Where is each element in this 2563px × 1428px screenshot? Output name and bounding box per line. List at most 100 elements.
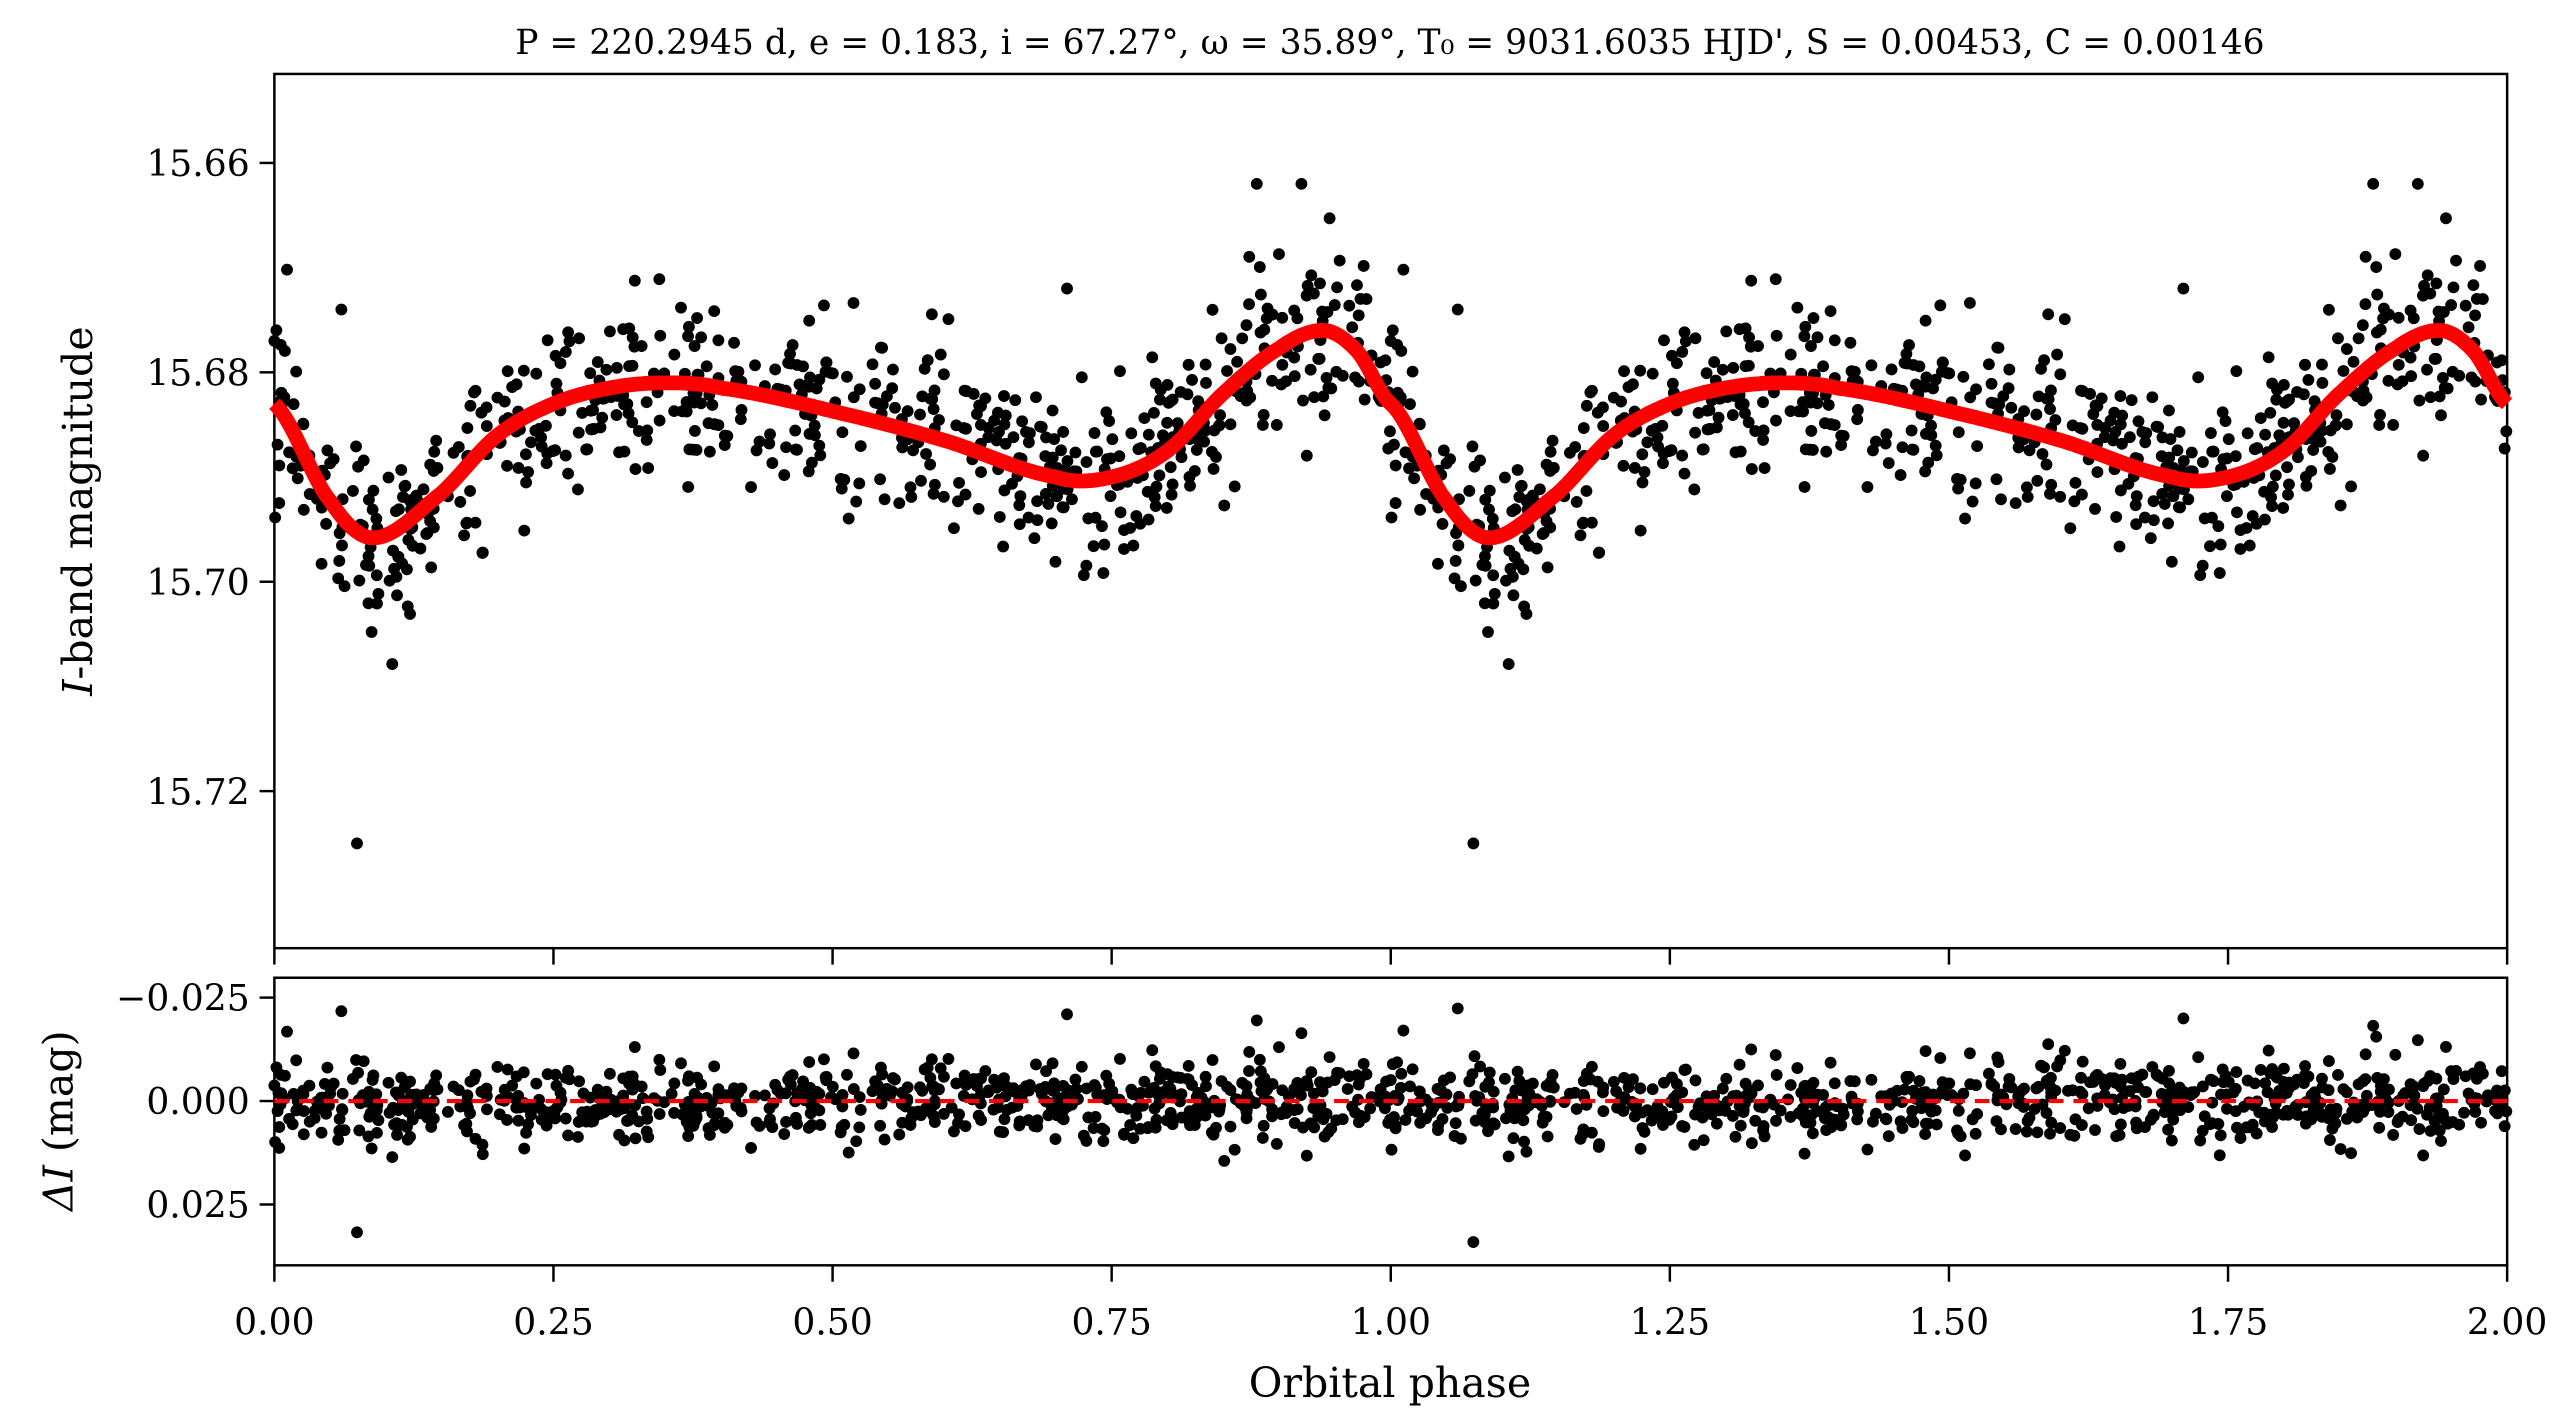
residual-point [475, 1085, 488, 1098]
observation-point [1318, 409, 1331, 422]
observation-point [2424, 391, 2437, 404]
residual-point [2391, 1116, 2404, 1129]
residual-point [2188, 1086, 2201, 1098]
observation-point [1028, 532, 1041, 545]
observation-point [813, 373, 826, 386]
observation-point [1615, 395, 1628, 408]
observation-point [1273, 248, 1285, 261]
residual-point [2009, 1123, 2022, 1135]
residual-point [1697, 1134, 1710, 1147]
observation-point [1511, 464, 1524, 476]
observation-point [1679, 335, 1692, 348]
residual-point [1260, 1083, 1273, 1096]
observation-point [268, 335, 281, 347]
residual-point [1798, 1147, 1811, 1160]
residual-point [386, 1151, 399, 1164]
residual-point [1819, 1101, 1832, 1114]
top-plot-frame [273, 72, 2509, 950]
observation-point [2243, 539, 2256, 552]
observation-point [518, 524, 531, 537]
residual-point [2418, 1077, 2430, 1090]
observation-point [1413, 418, 1426, 431]
observation-point [687, 443, 700, 456]
residual-point [2117, 1102, 2130, 1114]
residual-point [1399, 1114, 1412, 1126]
observation-point [2359, 298, 2372, 311]
observation-point [2234, 543, 2247, 555]
observation-point [889, 401, 901, 414]
residual-point [1276, 1084, 1289, 1097]
chart-title: P = 220.2945 d, e = 0.183, i = 67.27°, ω… [515, 23, 2264, 63]
residual-point [829, 1093, 842, 1106]
residual-point [1206, 1054, 1219, 1066]
observation-point [703, 445, 716, 458]
observation-point [600, 363, 613, 376]
observation-point [905, 491, 918, 503]
observation-point [1634, 364, 1647, 377]
observation-point [2177, 282, 2190, 295]
observation-point [2340, 343, 2353, 355]
observation-point [818, 299, 830, 312]
observation-point [2462, 321, 2475, 334]
residual-point [2307, 1099, 2319, 1112]
residual-point [2277, 1062, 2290, 1075]
residual-point [1791, 1062, 1804, 1074]
observation-point [2165, 555, 2178, 568]
residual-point [2498, 1084, 2511, 1097]
observation-point [2116, 437, 2128, 450]
observation-point [1678, 467, 1691, 480]
observation-point [927, 403, 940, 415]
residual-point [2440, 1040, 2452, 1053]
observation-point [628, 340, 641, 353]
observation-point [269, 511, 282, 524]
residual-point [1218, 1154, 1231, 1167]
residual-point [1523, 1087, 1536, 1100]
observation-point [2158, 497, 2171, 510]
residual-point [1253, 1053, 1266, 1066]
residual-point [1570, 1103, 1583, 1115]
residual-point [690, 1111, 703, 1124]
observation-point [501, 365, 514, 378]
observation-point [1016, 415, 1029, 428]
residual-point [2382, 1106, 2395, 1119]
observation-point [2125, 394, 2138, 407]
observation-point [391, 589, 403, 602]
residual-point [2213, 1149, 2226, 1162]
residual-point [370, 1088, 383, 1101]
observation-point [1022, 511, 1035, 524]
residual-point [1127, 1132, 1140, 1145]
observation-point [572, 483, 584, 496]
observation-point [680, 396, 693, 409]
residual-point [2291, 1109, 2304, 1121]
observation-point [838, 473, 851, 486]
residual-point [1971, 1108, 1984, 1121]
residual-point [1175, 1088, 1188, 1101]
observation-point [2194, 569, 2207, 582]
observation-point [642, 462, 655, 475]
residual-point [953, 1108, 965, 1121]
observation-point [1570, 496, 1583, 508]
residual-point [1597, 1105, 1610, 1118]
observation-point [1040, 431, 1052, 444]
residual-point [1919, 1128, 1932, 1141]
residual-point [1273, 1041, 1285, 1054]
residual-point [365, 1142, 378, 1155]
residual-point [2240, 1121, 2253, 1134]
observation-point [874, 473, 887, 486]
residual-point [1301, 1079, 1314, 1092]
observation-point [1075, 371, 1088, 384]
residual-point [838, 1118, 851, 1131]
residual-point [729, 1085, 742, 1098]
observation-point [1127, 539, 1140, 552]
observation-point [525, 436, 537, 449]
observation-point [1544, 465, 1557, 477]
residual-point [2433, 1108, 2445, 1120]
observation-point [1798, 330, 1811, 343]
residual-point [1474, 1060, 1487, 1073]
observation-point [626, 416, 639, 429]
observation-point [1031, 514, 1044, 527]
residual-point [458, 1119, 471, 1132]
residual-point [1930, 1118, 1943, 1131]
residual-point [461, 1089, 474, 1102]
observation-point [1689, 426, 1702, 439]
